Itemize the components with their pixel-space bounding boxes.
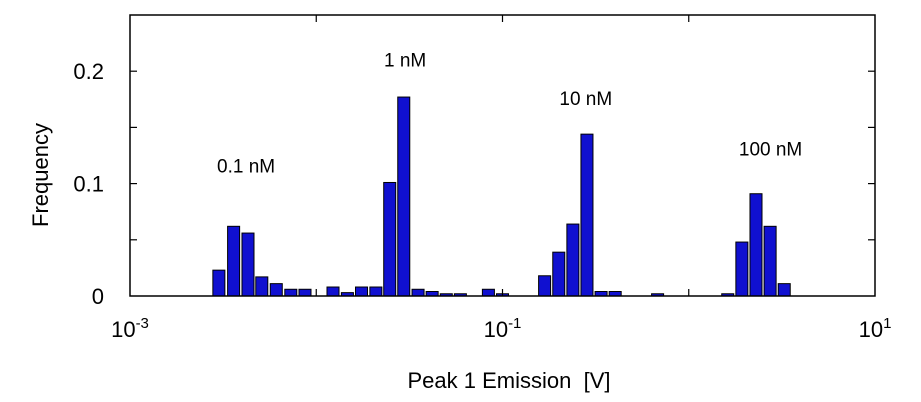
bar — [397, 96, 411, 297]
bar-series — [212, 96, 791, 297]
bar — [538, 275, 552, 297]
bar — [284, 288, 298, 297]
y-axis-label: Frequency — [28, 123, 53, 227]
bar — [255, 276, 269, 297]
y-tick-label: 0.2 — [73, 59, 104, 84]
annotation: 0.1 nM — [217, 156, 275, 177]
axis-ticks — [130, 15, 875, 296]
bar — [763, 225, 777, 297]
bar — [369, 286, 383, 297]
bar — [749, 193, 763, 297]
x-tick-labels: 10-3 10-1 101 — [111, 315, 891, 342]
y-tick-label: 0.1 — [73, 172, 104, 197]
bar — [227, 225, 241, 297]
bar — [566, 223, 580, 297]
bar — [383, 181, 397, 297]
annotation: 10 nM — [559, 89, 612, 110]
bar — [355, 286, 369, 297]
annotation: 100 nM — [739, 140, 802, 161]
x-tick-label: 10-1 — [484, 315, 522, 342]
y-tick-label: 0 — [92, 284, 104, 309]
x-axis-label: Peak 1 Emission [V] — [408, 368, 611, 393]
bar — [326, 286, 340, 297]
bar — [735, 241, 749, 297]
annotation: 1 nM — [384, 51, 426, 72]
bar — [212, 269, 226, 297]
y-tick-labels: 0 0.1 0.2 — [73, 59, 104, 309]
x-tick-label: 101 — [859, 315, 892, 342]
x-tick-label: 10-3 — [111, 315, 149, 342]
bar — [269, 283, 283, 297]
bar — [552, 251, 566, 297]
bar — [298, 288, 312, 297]
bar — [777, 283, 791, 297]
bar — [580, 133, 594, 297]
bar — [481, 288, 495, 297]
annotations: 0.1 nM 1 nM 10 nM 100 nM — [217, 51, 802, 178]
bar — [411, 288, 425, 297]
bar — [241, 232, 255, 297]
